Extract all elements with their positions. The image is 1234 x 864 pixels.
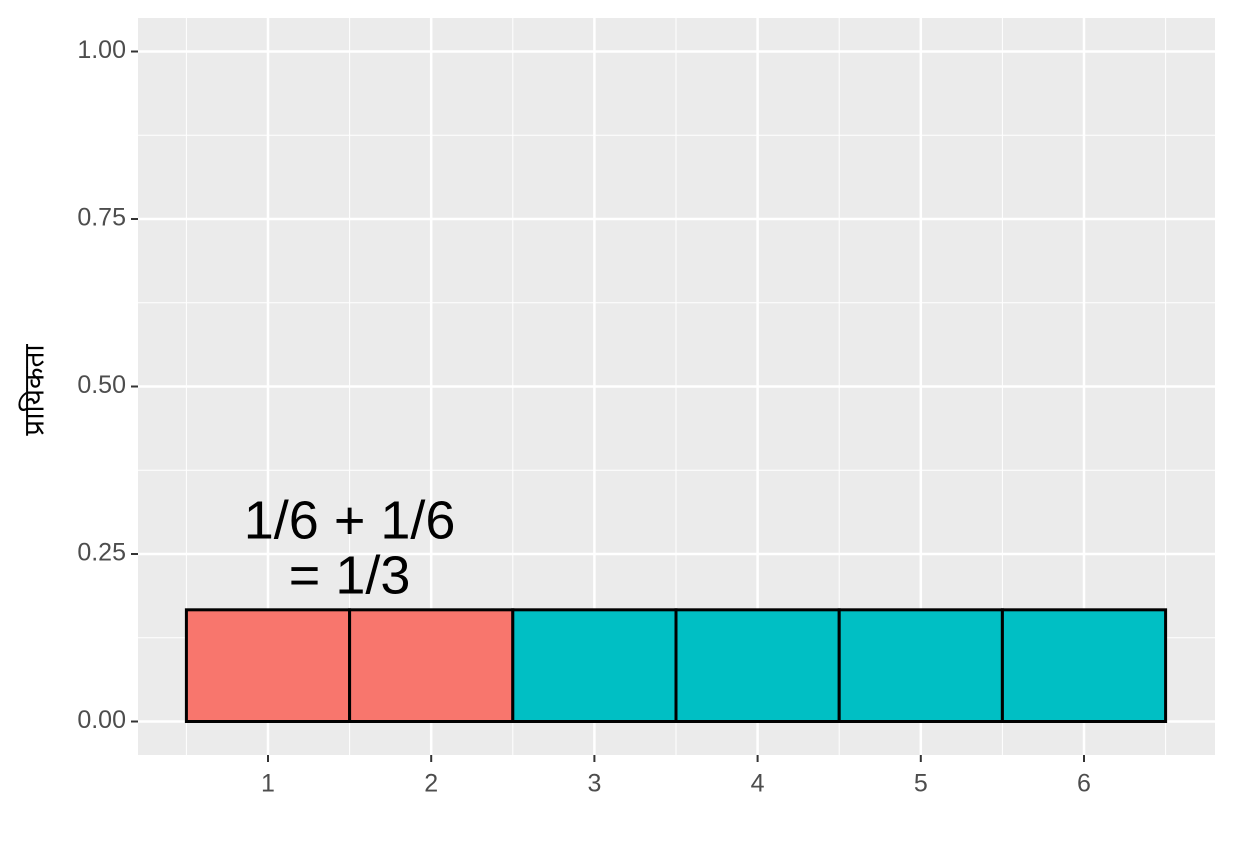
bar — [674, 608, 841, 723]
y-tick-label: 0.75 — [77, 204, 126, 232]
y-tick-label: 0.00 — [77, 706, 126, 734]
y-tick-label: 0.25 — [77, 539, 126, 567]
annotation: = 1/3 — [289, 545, 411, 605]
bar — [184, 608, 352, 723]
y-tick-label: 1.00 — [77, 36, 126, 64]
x-tick-label: 5 — [914, 770, 928, 798]
bar — [837, 608, 1004, 723]
bar — [511, 608, 678, 723]
x-tick-label: 6 — [1077, 770, 1091, 798]
x-tick-label: 2 — [424, 770, 438, 798]
y-axis-title: प्रायिकता — [17, 344, 49, 436]
x-tick-label: 3 — [587, 770, 601, 798]
bar — [1000, 608, 1168, 723]
annotation: 1/6 + 1/6 — [244, 490, 456, 550]
bar — [348, 608, 515, 723]
x-tick-label: 4 — [751, 770, 765, 798]
y-tick-label: 0.50 — [77, 371, 126, 399]
x-tick-label: 1 — [261, 770, 275, 798]
